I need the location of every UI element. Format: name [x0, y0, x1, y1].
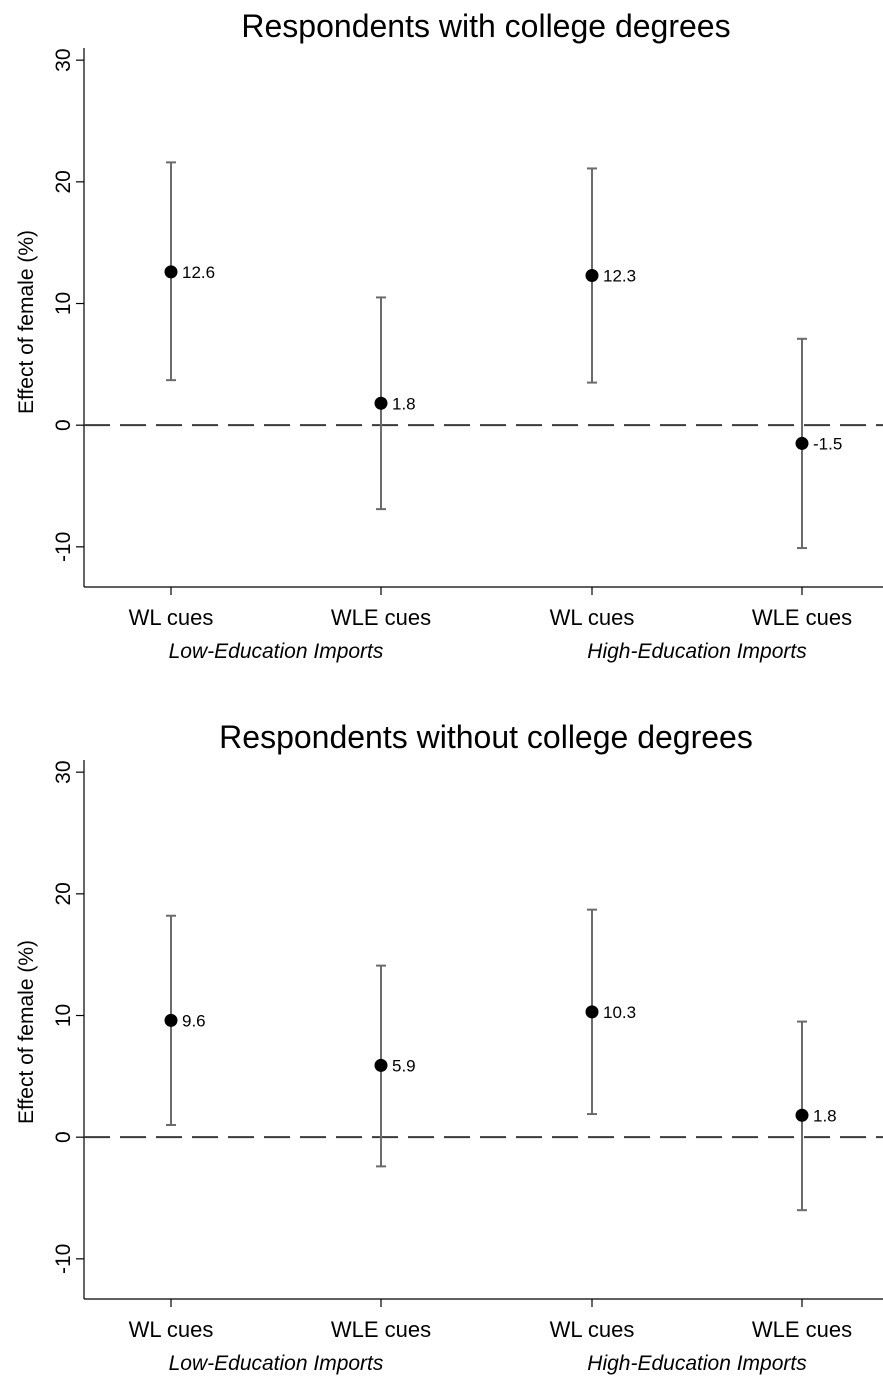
estimate-mark: 12.3 [585, 167, 636, 384]
y-tick-label: -10 [52, 1244, 75, 1274]
x-tick-label: WLE cues [752, 1317, 852, 1342]
y-tick-label: 10 [52, 1004, 75, 1027]
panel-title: Respondents without college degrees [219, 719, 753, 755]
estimate-mark: -1.5 [795, 337, 842, 550]
point-label: 9.6 [182, 1011, 206, 1030]
y-tick-label: 0 [52, 419, 75, 431]
x-tick-label: WLE cues [752, 605, 852, 630]
point-estimate [585, 1005, 599, 1019]
point-estimate [795, 1108, 809, 1122]
x-tick-label: WLE cues [331, 605, 431, 630]
estimate-mark: 5.9 [374, 964, 416, 1168]
estimate-mark: 1.8 [374, 296, 416, 511]
estimate-series: 9.6 5.9 10.3 1.8 [164, 908, 837, 1212]
x-tick-label: WL cues [550, 1317, 635, 1342]
y-tick-group: -10 0 10 20 30 [52, 760, 84, 1274]
y-tick-label: -10 [52, 532, 75, 562]
group-label: High-Education Imports [587, 640, 807, 663]
point-estimate [374, 396, 388, 410]
y-axis-label: Effect of female (%) [15, 230, 38, 414]
point-label: 1.8 [813, 1106, 837, 1125]
x-tick-label: WLE cues [331, 1317, 431, 1342]
x-tick-group: WL cues WLE cues WL cues WLE cues Low-Ed… [129, 587, 852, 663]
group-label: Low-Education Imports [169, 1352, 384, 1375]
panel-title: Respondents with college degrees [241, 8, 730, 44]
point-estimate [374, 1058, 388, 1072]
y-tick-label: 0 [52, 1131, 75, 1143]
panel-no-college: Respondents without college degrees Effe… [15, 719, 883, 1375]
point-estimate [795, 436, 809, 450]
y-tick-group: -10 0 10 20 30 [52, 48, 84, 562]
estimate-mark: 9.6 [164, 914, 206, 1127]
point-label: 12.6 [182, 263, 215, 282]
point-estimate [164, 1013, 178, 1027]
group-label: Low-Education Imports [169, 640, 384, 663]
estimate-mark: 10.3 [585, 908, 636, 1116]
point-label: 1.8 [392, 394, 416, 413]
point-label: 10.3 [603, 1003, 636, 1022]
x-tick-group: WL cues WLE cues WL cues WLE cues Low-Ed… [129, 1299, 852, 1375]
group-label: High-Education Imports [587, 1352, 807, 1375]
y-axis-label: Effect of female (%) [15, 940, 38, 1124]
y-tick-label: 20 [52, 882, 75, 905]
estimate-mark: 1.8 [795, 1020, 837, 1212]
point-label: 12.3 [603, 267, 636, 286]
point-estimate [164, 265, 178, 279]
point-label: 5.9 [392, 1056, 416, 1075]
estimate-series: 12.6 1.8 12.3 -1.5 [164, 161, 842, 550]
x-tick-label: WL cues [550, 605, 635, 630]
y-tick-label: 10 [52, 292, 75, 315]
point-label: -1.5 [813, 434, 842, 453]
point-estimate [585, 269, 599, 283]
y-tick-label: 30 [52, 48, 75, 71]
estimate-mark: 12.6 [164, 161, 215, 382]
x-tick-label: WL cues [129, 1317, 214, 1342]
y-tick-label: 20 [52, 170, 75, 193]
y-tick-label: 30 [52, 760, 75, 783]
panel-college: Respondents with college degrees Effect … [15, 8, 883, 663]
x-tick-label: WL cues [129, 605, 214, 630]
